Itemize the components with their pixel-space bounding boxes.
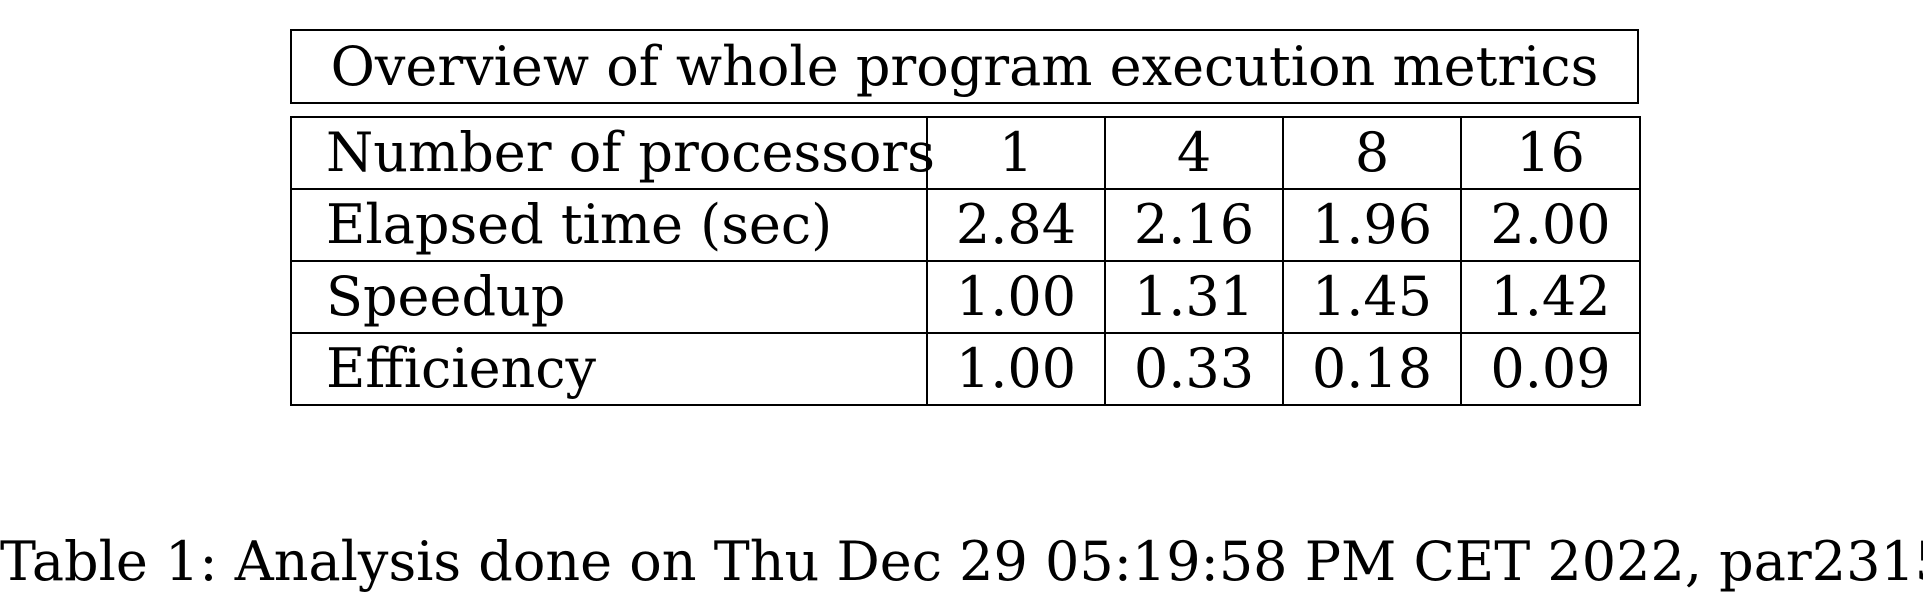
speedup-cell: 1.31 (1104, 260, 1284, 334)
row-label-efficiency: Efficiency (290, 332, 928, 406)
elapsed-time-cell: 2.00 (1460, 188, 1641, 262)
table-row-elapsed-time: Elapsed time (sec) 2.84 2.16 1.96 2.00 (290, 188, 1641, 262)
efficiency-cell: 0.33 (1104, 332, 1284, 406)
row-label-speedup: Speedup (290, 260, 928, 334)
row-label-elapsed-time: Elapsed time (sec) (290, 188, 928, 262)
table-title: Overview of whole program execution metr… (290, 29, 1639, 104)
table-row-efficiency: Efficiency 1.00 0.33 0.18 0.09 (290, 332, 1641, 406)
efficiency-cell: 0.09 (1460, 332, 1641, 406)
efficiency-cell: 0.18 (1282, 332, 1462, 406)
elapsed-time-cell: 2.84 (926, 188, 1106, 262)
speedup-cell: 1.00 (926, 260, 1106, 334)
processor-count-cell: 16 (1460, 116, 1641, 190)
processor-count-cell: 1 (926, 116, 1106, 190)
processor-count-cell: 4 (1104, 116, 1284, 190)
row-label-processors: Number of processors (290, 116, 935, 190)
elapsed-time-cell: 1.96 (1282, 188, 1462, 262)
elapsed-time-cell: 2.16 (1104, 188, 1284, 262)
processor-count-cell: 8 (1282, 116, 1462, 190)
table-row-processors: Number of processors 1 4 8 16 (290, 116, 1641, 190)
metrics-table: Number of processors 1 4 8 16 Elapsed ti… (290, 116, 1641, 406)
table-caption: Table 1: Analysis done on Thu Dec 29 05:… (0, 530, 1923, 593)
efficiency-cell: 1.00 (926, 332, 1106, 406)
speedup-cell: 1.45 (1282, 260, 1462, 334)
speedup-cell: 1.42 (1460, 260, 1641, 334)
table-row-speedup: Speedup 1.00 1.31 1.45 1.42 (290, 260, 1641, 334)
